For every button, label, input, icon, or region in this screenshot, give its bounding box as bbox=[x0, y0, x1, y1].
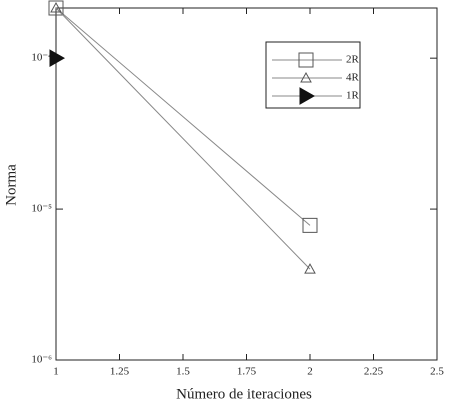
y-tick-label: 10⁻⁶ bbox=[31, 354, 52, 366]
x-tick-label: 1.75 bbox=[237, 366, 257, 378]
marker-square bbox=[302, 217, 318, 233]
marker-right-triangle bbox=[49, 49, 66, 68]
legend-label: 4R bbox=[346, 72, 360, 84]
marker-square bbox=[298, 52, 314, 68]
legend-label: 1R bbox=[346, 90, 360, 102]
series-line bbox=[55, 7, 311, 270]
y-tick-label: 10⁻⁵ bbox=[31, 203, 52, 215]
y-axis-label: Norma bbox=[3, 164, 19, 206]
legend-label: 2R bbox=[346, 54, 360, 66]
marker-triangle bbox=[50, 1, 62, 13]
x-tick-label: 1 bbox=[53, 366, 59, 378]
x-tick-label: 1.25 bbox=[110, 366, 130, 378]
plot-frame bbox=[55, 7, 438, 361]
marker-square bbox=[48, 0, 64, 16]
y-tick-label: 10⁻⁴ bbox=[31, 52, 52, 64]
series-line bbox=[55, 7, 311, 226]
x-tick-label: 2.25 bbox=[364, 366, 384, 378]
marker-right-triangle bbox=[299, 87, 316, 105]
marker-triangle bbox=[300, 71, 312, 83]
x-tick-label: 1.5 bbox=[176, 366, 190, 378]
marker-triangle bbox=[304, 263, 316, 274]
x-axis-label: Número de iteraciones bbox=[176, 386, 312, 402]
x-tick-label: 2 bbox=[307, 366, 313, 378]
x-tick-label: 2.5 bbox=[430, 366, 444, 378]
